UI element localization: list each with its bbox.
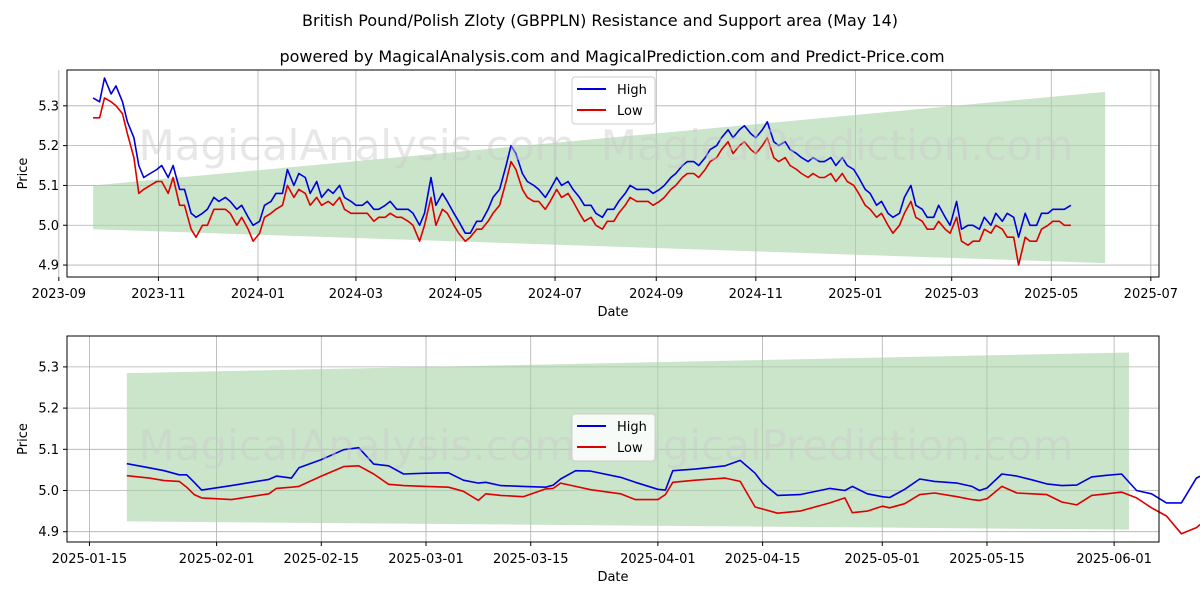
chart-1-x-axis-label: Date <box>597 570 628 585</box>
chart-0-y-tick-label: 5.2 <box>38 139 59 154</box>
chart-0-x-tick-label: 2025-07 <box>1124 287 1178 302</box>
chart-1-x-tick-label: 2025-01-15 <box>52 552 128 567</box>
chart-0-x-tick-label: 2023-09 <box>32 287 86 302</box>
chart-1-x-tick-label: 2025-05-01 <box>844 552 920 567</box>
chart-0-x-tick-label: 2024-01 <box>231 287 285 302</box>
bottom-chart-panel: MagicalAnalysis.com MagicalPrediction.com… <box>16 335 1200 585</box>
chart-0-y-tick-label: 5.1 <box>38 179 59 194</box>
chart-0-resistance-support-band <box>93 91 1106 264</box>
chart-0-x-tick-label: 2025-03 <box>925 287 979 302</box>
chart-0-series-line-high <box>92 77 1072 238</box>
chart-0-series-line-low <box>93 97 1071 266</box>
chart-1-y-axis-label: Price <box>16 423 31 455</box>
chart-1-x-tick-label: 2025-03-15 <box>493 552 569 567</box>
chart-1-axes-frame <box>66 335 1160 543</box>
chart-0-x-axis-label: Date <box>597 305 628 320</box>
chart-0-y-tick-label: 4.9 <box>38 259 59 274</box>
chart-0-x-tick-label: 2024-09 <box>629 287 683 302</box>
chart-0-legend-label-low: Low <box>617 104 643 119</box>
chart-0-legend-label-high: High <box>617 83 647 98</box>
chart-1-x-tick-label: 2025-05-15 <box>949 552 1025 567</box>
chart-1-series-line-low <box>126 464 1200 535</box>
chart-1-legend-label-low: Low <box>617 441 643 456</box>
chart-1-y-tick-label: 5.1 <box>38 443 59 458</box>
chart-1-watermark: MagicalPrediction.com <box>601 421 1074 470</box>
chart-1-y-tick-label: 5.2 <box>38 402 59 417</box>
chart-0-x-tick-label: 2025-05 <box>1024 287 1078 302</box>
chart-1-watermark: MagicalAnalysis.com <box>139 421 576 470</box>
chart-0-watermark: MagicalPrediction.com <box>601 121 1074 170</box>
chart-title: British Pound/Polish Zloty (GBPPLN) Resi… <box>302 11 898 30</box>
chart-0-x-tick-label: 2024-07 <box>528 287 582 302</box>
chart-1-series-line-high <box>126 446 1200 504</box>
chart-0-axes-frame <box>66 69 1160 278</box>
chart-1-x-tick-label: 2025-02-15 <box>284 552 360 567</box>
chart-1-x-tick-label: 2025-04-01 <box>620 552 696 567</box>
chart-0-x-tick-label: 2024-05 <box>428 287 482 302</box>
chart-0-x-tick-label: 2024-03 <box>329 287 383 302</box>
chart-0-x-tick-label: 2023-11 <box>131 287 185 302</box>
chart-1-y-tick-label: 5.0 <box>38 484 59 499</box>
chart-0-x-tick-label: 2024-11 <box>729 287 783 302</box>
chart-1-x-tick-label: 2025-02-01 <box>179 552 255 567</box>
chart-1-legend-label-high: High <box>617 420 647 435</box>
chart-subtitle: powered by MagicalAnalysis.com and Magic… <box>279 47 944 66</box>
top-chart-panel: MagicalAnalysis.com MagicalPrediction.com… <box>16 69 1178 320</box>
chart-0-y-tick-label: 5.3 <box>38 99 59 114</box>
chart-1-y-tick-label: 4.9 <box>38 525 59 540</box>
chart-1-y-tick-label: 5.3 <box>38 360 59 375</box>
chart-0-y-axis-label: Price <box>16 158 31 190</box>
chart-1-x-tick-label: 2025-03-01 <box>388 552 464 567</box>
chart-0-y-tick-label: 5.0 <box>38 219 59 234</box>
chart-1-x-tick-label: 2025-06-01 <box>1076 552 1152 567</box>
chart-1-x-tick-label: 2025-04-15 <box>725 552 801 567</box>
chart-0-watermark: MagicalAnalysis.com <box>139 121 576 170</box>
chart-0-x-tick-label: 2025-01 <box>828 287 882 302</box>
